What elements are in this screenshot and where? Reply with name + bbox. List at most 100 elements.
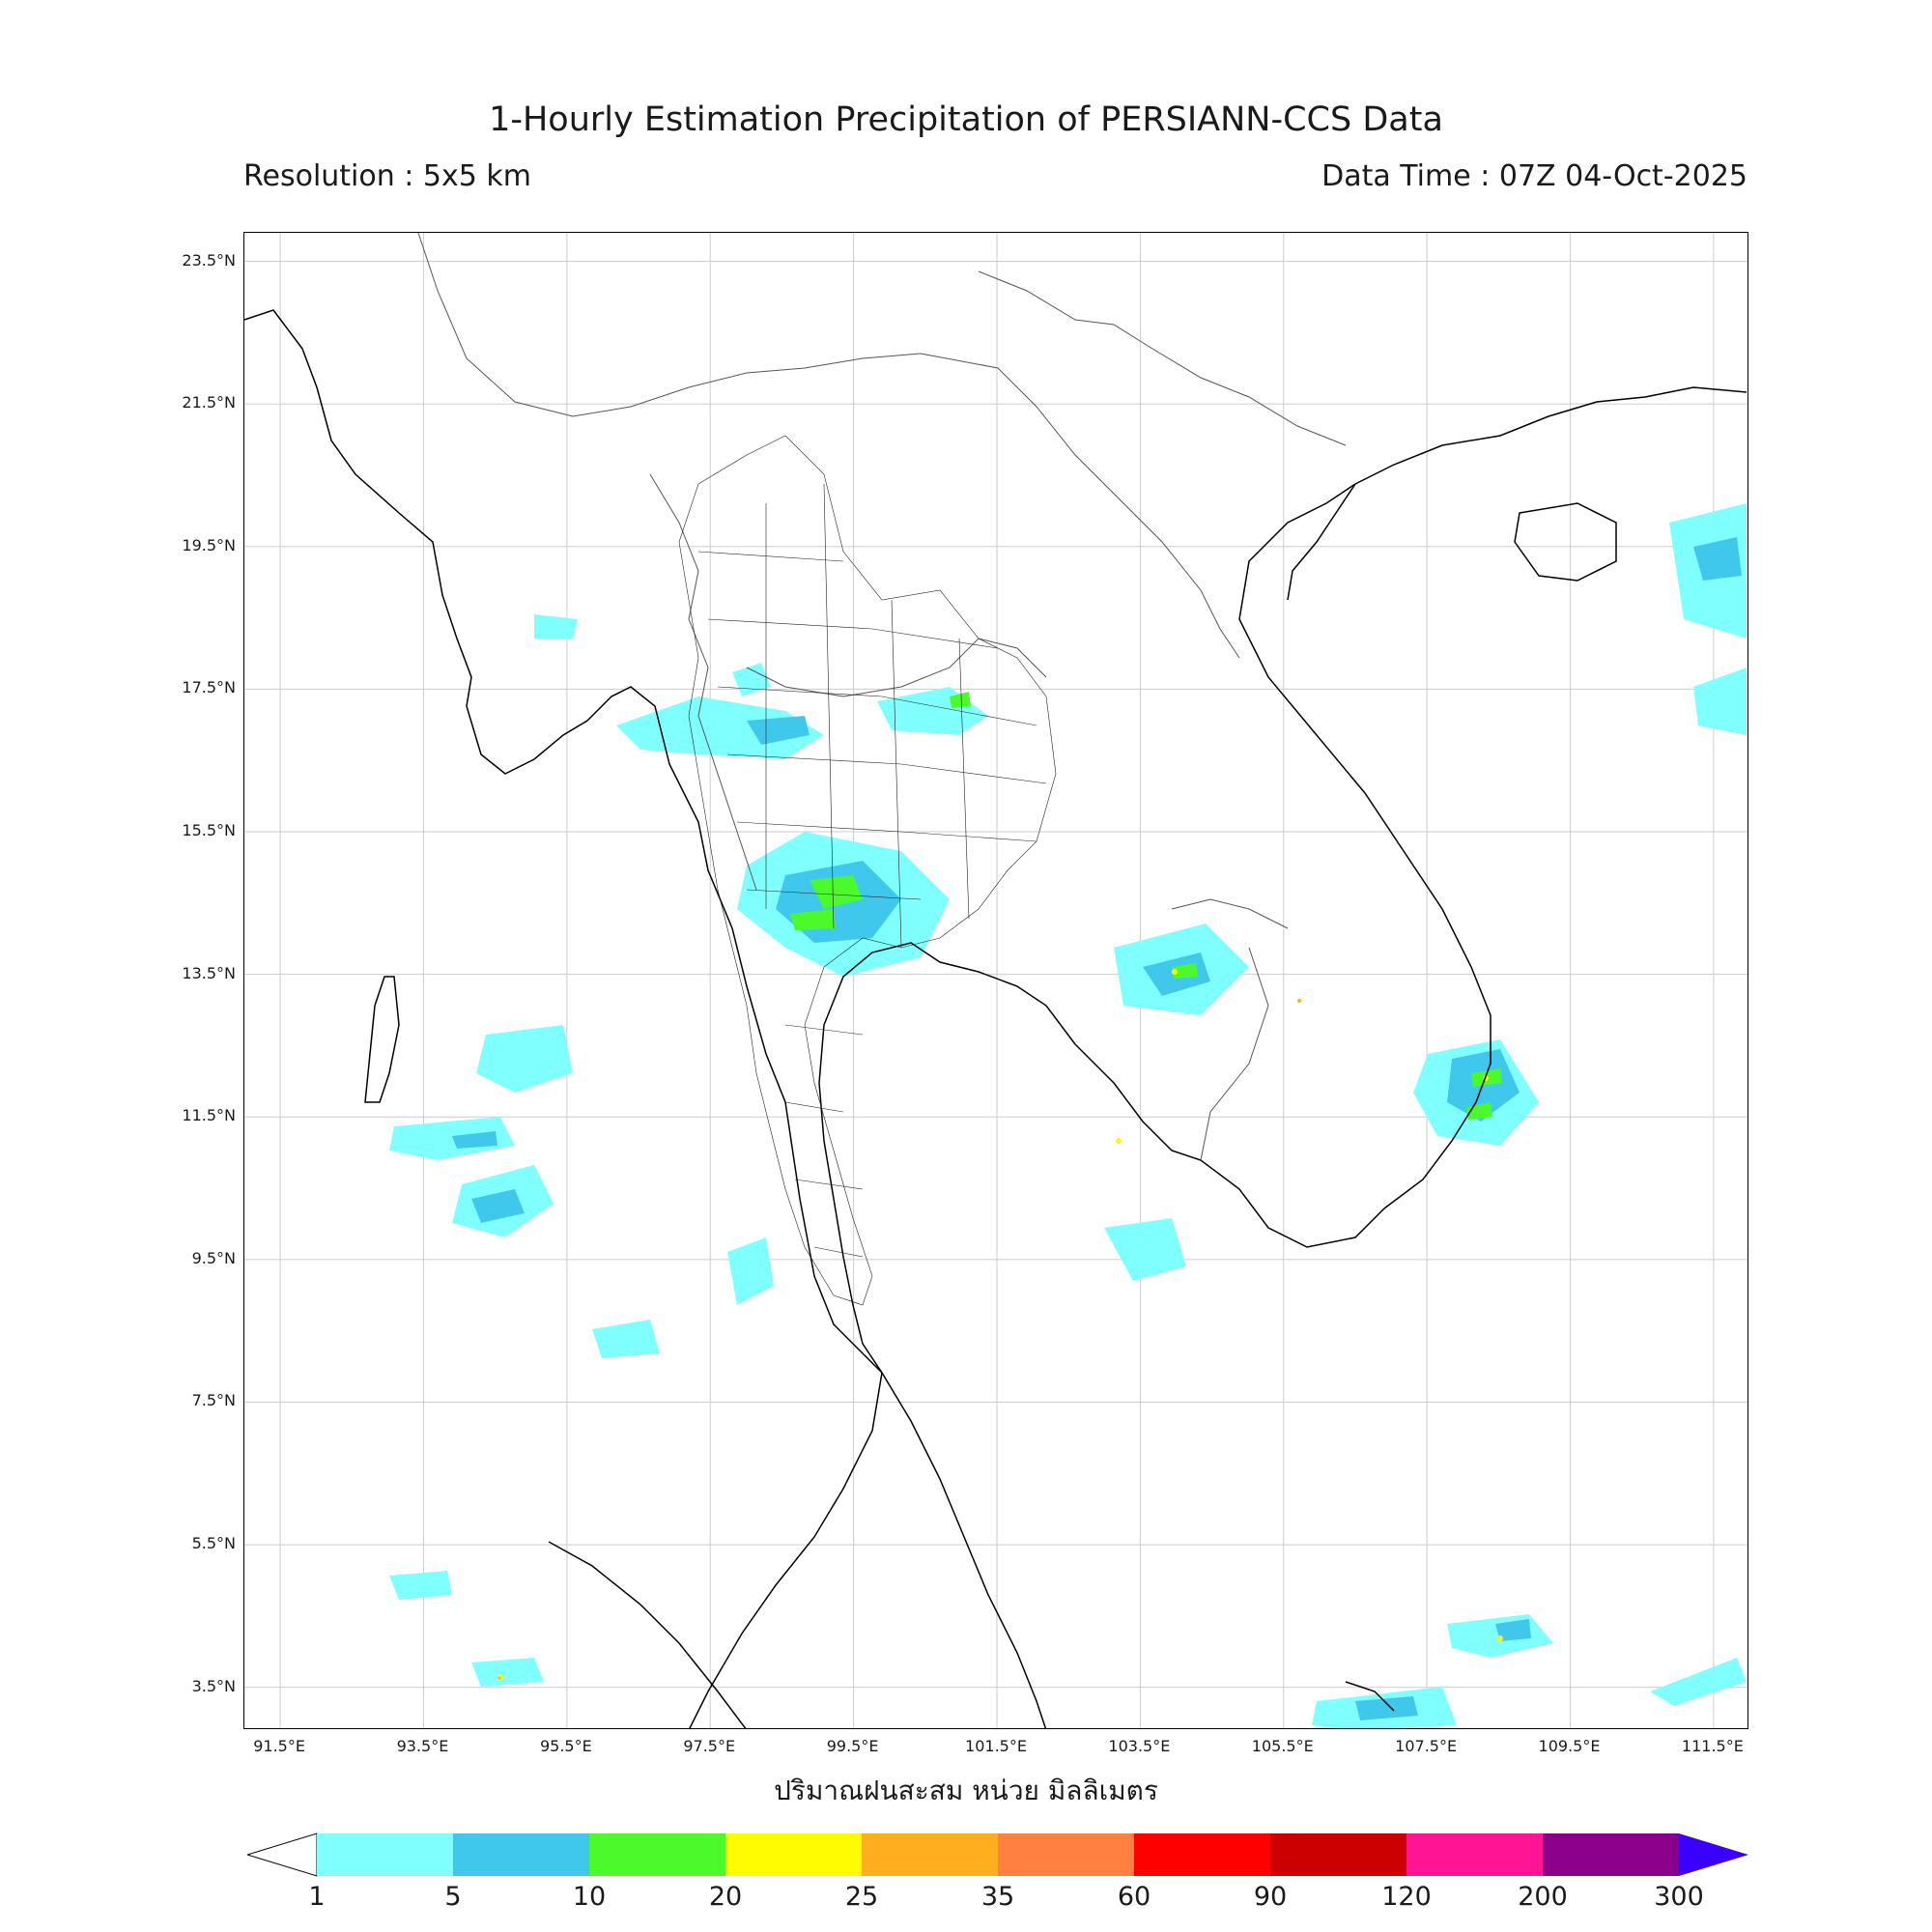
- graticule: [244, 233, 1747, 1728]
- colorbar-segment: [1406, 1833, 1543, 1876]
- colorbar-tick-label: 1: [308, 1882, 326, 1912]
- lat-label: 11.5°N: [182, 1106, 236, 1125]
- colorbar: [247, 1833, 1748, 1877]
- colorbar-segment: [317, 1833, 453, 1876]
- colorbar-tick-label: 5: [444, 1882, 462, 1912]
- thailand-province-boundaries: [678, 435, 1057, 1306]
- rain-area-myanmar-2: [732, 663, 771, 696]
- border-myanmar-china: [417, 233, 922, 417]
- coastline-peninsula-east: [818, 942, 1076, 1374]
- lon-label: 95.5°E: [539, 1737, 592, 1755]
- rain-area-andaman-north: [476, 1025, 573, 1093]
- map-panel: [243, 232, 1748, 1729]
- lon-label: 103.5°E: [1108, 1737, 1171, 1755]
- rain-heavy-north: [950, 692, 971, 708]
- rain-heavy-central-2: [790, 909, 836, 930]
- border-laos-vietnam: [920, 353, 1240, 659]
- colorbar-unit-label: ปริมาณฝนสะสม หน่วย มิลลิเมตร: [774, 1775, 1158, 1806]
- coastline-china-south: [1354, 386, 1747, 485]
- data-time-label: Data Time : 07Z 04-Oct-2025: [1321, 159, 1747, 193]
- thailand-outline: [678, 435, 1057, 1306]
- coastline-cambodia: [1074, 1043, 1385, 1248]
- coastline-sumatra: [548, 1541, 747, 1728]
- colorbar-over-arrow: [1679, 1833, 1748, 1876]
- rain-area-malacca: [471, 1658, 544, 1687]
- colorbar-segment: [589, 1833, 725, 1876]
- coastline-myanmar-west: [244, 309, 883, 1374]
- coastline-andaman: [364, 976, 400, 1103]
- lat-label: 15.5°N: [182, 821, 236, 839]
- rain-area-isthmus: [727, 1237, 774, 1305]
- colorbar-tick-label: 10: [572, 1882, 607, 1912]
- rain-area-east-sea-2: [1693, 668, 1747, 735]
- border-vietnam-china: [1151, 348, 1347, 446]
- colorbar-segment: [725, 1833, 862, 1876]
- rain-area-south-sea-3: [1650, 1658, 1747, 1706]
- map-canvas: [244, 233, 1747, 1728]
- lat-label: 23.5°N: [182, 250, 236, 270]
- rain-core-andaman-mid: [471, 1189, 525, 1223]
- colorbar-segment: [862, 1833, 998, 1876]
- lon-label: 93.5°E: [396, 1737, 449, 1755]
- colorbar-tick-label: 60: [1117, 1882, 1151, 1912]
- coastline-hainan: [1514, 502, 1617, 582]
- coastlines: [244, 309, 1747, 1728]
- rain-heavy-central: [810, 875, 863, 909]
- coastline-north-vietnam: [1287, 483, 1356, 601]
- colorbar-tick-label: 120: [1381, 1882, 1432, 1912]
- lon-label: 99.5°E: [826, 1737, 879, 1755]
- colorbar-tick-label: 200: [1518, 1882, 1568, 1912]
- lon-label: 107.5°E: [1395, 1737, 1458, 1755]
- country-borders: [417, 233, 1347, 1161]
- rain-core-gulf-thailand: [747, 716, 810, 745]
- rain-area-gulf-east: [1104, 1218, 1186, 1281]
- border-laos-china: [978, 270, 1153, 350]
- lat-label: 21.5°N: [182, 393, 236, 412]
- coastline-borneo-tip: [1345, 1681, 1395, 1712]
- colorbar-tick-label: 90: [1253, 1882, 1288, 1912]
- rain-core-east-sea: [1693, 537, 1742, 581]
- lon-label: 109.5°E: [1538, 1737, 1601, 1755]
- rain-heavy-cambodia: [1172, 963, 1198, 979]
- rain-core-south-sea-2: [1355, 1696, 1418, 1720]
- lat-label: 17.5°N: [182, 678, 236, 697]
- colorbar-segment: [998, 1833, 1134, 1876]
- colorbar-tick-label: 35: [980, 1882, 1015, 1912]
- colorbar-under-arrow: [247, 1833, 318, 1877]
- colorbar-tick-label: 20: [708, 1882, 743, 1912]
- colorbar-segment: [1543, 1833, 1679, 1876]
- rain-area-andaman-west: [389, 1117, 515, 1160]
- lon-label: 91.5°E: [253, 1737, 305, 1755]
- lon-label: 101.5°E: [965, 1737, 1027, 1755]
- lat-label: 3.5°N: [191, 1676, 236, 1695]
- border-laos-thailand: [746, 638, 1047, 697]
- lon-label: 97.5°E: [683, 1737, 736, 1755]
- rain-area-north-laos: [877, 687, 988, 735]
- colorbar-segment: [1270, 1833, 1406, 1876]
- rain-core-south-sea: [1495, 1619, 1531, 1641]
- colorbar-tick-label: 25: [844, 1882, 879, 1912]
- lat-label: 7.5°N: [191, 1391, 236, 1410]
- lon-label: 105.5°E: [1251, 1737, 1314, 1755]
- lon-label: 111.5°E: [1681, 1737, 1744, 1755]
- rain-core-andaman-west: [452, 1131, 497, 1149]
- colorbar-tick-label: 300: [1654, 1882, 1704, 1912]
- map-title: 1-Hourly Estimation Precipitation of PER…: [489, 100, 1443, 139]
- resolution-label: Resolution : 5x5 km: [243, 159, 531, 193]
- colorbar-segment: [453, 1833, 589, 1876]
- lat-label: 9.5°N: [191, 1248, 236, 1267]
- coastline-malay-west: [689, 1372, 883, 1728]
- lat-label: 5.5°N: [191, 1534, 236, 1553]
- lat-label: 13.5°N: [182, 963, 236, 982]
- colorbar-segment: [1134, 1833, 1270, 1876]
- border-myanmar-thailand: [649, 473, 757, 891]
- rain-area-west-bay: [592, 1320, 660, 1358]
- coastline-vietnam: [1238, 483, 1492, 1209]
- border-cambodia-laos: [1171, 898, 1289, 929]
- border-cambodia-vietnam: [1200, 947, 1269, 1161]
- coastline-malay-east: [881, 1372, 1047, 1728]
- rain-area-bay-south: [389, 1571, 452, 1600]
- rain-fields: [389, 503, 1747, 1728]
- lat-label: 19.5°N: [182, 535, 236, 554]
- rain-area-myanmar-coast: [534, 614, 578, 639]
